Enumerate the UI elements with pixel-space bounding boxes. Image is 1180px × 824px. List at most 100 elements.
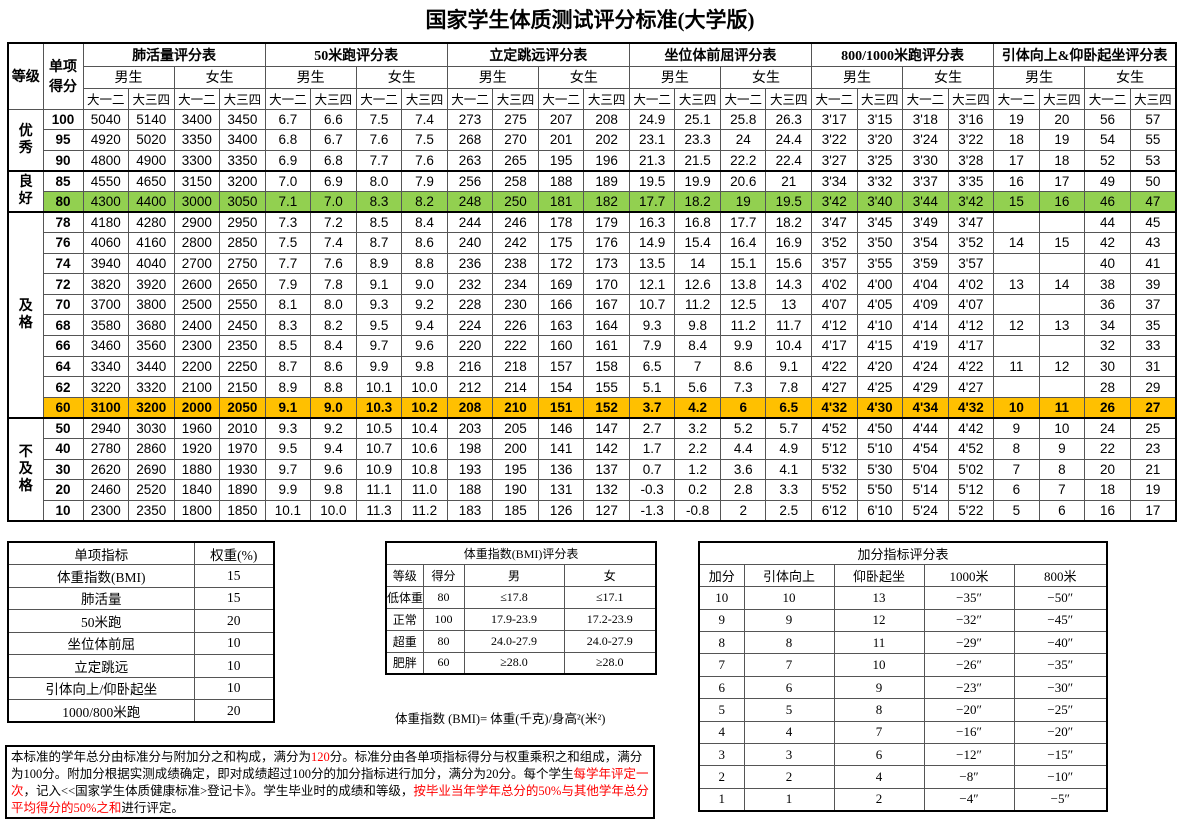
value-cell: 3'22 xyxy=(811,129,858,151)
value-cell: 4900 xyxy=(128,149,175,172)
bonus-cell: −25″ xyxy=(1013,698,1108,722)
table-row: 低体重 80 ≤17.8 ≤17.1 xyxy=(385,585,657,609)
bmi-formula: 体重指数 (BMI)= 体重(千克)/身高²(米²) xyxy=(395,712,606,726)
value-cell: 24.4 xyxy=(765,129,812,151)
value-cell: 5'52 xyxy=(811,479,858,501)
table-row: 正常 100 17.9-23.9 17.2-23.9 xyxy=(385,607,657,631)
value-cell: 4'25 xyxy=(856,376,904,398)
bonus-cell: −29″ xyxy=(923,631,1015,655)
value-cell: 214 xyxy=(492,376,539,398)
bonus-cell: 3 xyxy=(743,743,835,767)
value-cell: 131 xyxy=(537,479,585,501)
table-row: 良好 85 4550 4650 3150 3200 7.0 6.9 8.0 7.9 256 258 18… xyxy=(7,169,1177,213)
value-cell: 25.1 xyxy=(674,108,721,131)
grade-label: 不及格 xyxy=(18,444,33,494)
value-cell: 9 xyxy=(1038,438,1086,460)
bmi-cell: 正常 xyxy=(385,607,424,631)
value-cell: 185 xyxy=(492,499,539,522)
value-cell: 3'47 xyxy=(811,210,858,234)
value-cell: 4180 xyxy=(82,210,130,234)
value-cell: 7.5 xyxy=(401,129,448,151)
sex-header: 男生 xyxy=(264,65,357,89)
value-cell: 4'00 xyxy=(856,273,904,295)
bonus-cell: 11 xyxy=(833,631,925,655)
table-row: 95 4920 5020 3350 3400 6.8 6.7 7.6 7.5 268 270 201 2… xyxy=(8,129,1177,151)
bonus-header-row: 加分 引体向上 仰卧起坐 1000米 800米 xyxy=(698,563,1108,588)
value-cell: 3.2 xyxy=(674,416,721,439)
value-cell: 1.7 xyxy=(628,438,676,460)
table-row: 60 3100 3200 2000 2050 9.1 9.0 10.3 10.2 208 210 15… xyxy=(8,396,1177,419)
value-cell: 14 xyxy=(674,252,721,275)
value-cell: 205 xyxy=(492,416,539,439)
year-header: 大三四 xyxy=(310,87,357,110)
bmi-cell: 24.0-27.9 xyxy=(563,629,657,653)
value-cell: 4'10 xyxy=(856,314,904,337)
value-cell: 9.7 xyxy=(264,458,312,481)
value-cell: 16.9 xyxy=(765,232,812,254)
value-cell: 2.7 xyxy=(628,416,676,439)
bonus-cell: 10 xyxy=(698,586,745,610)
bmi-cell: 超重 xyxy=(385,629,424,653)
value-cell: 6.9 xyxy=(264,149,312,172)
value-cell: 2750 xyxy=(219,252,266,275)
note-text: 分。标准分由各单项指标得分与权重乘积之和组成，满分为100分。附加分根据实测成绩… xyxy=(11,750,643,781)
value-cell: 18 xyxy=(1038,149,1086,172)
value-cell: 3'54 xyxy=(902,232,949,254)
value-cell: 164 xyxy=(583,314,630,337)
value-cell: 7.1 xyxy=(264,190,312,213)
bonus-cell: 12 xyxy=(833,608,925,633)
value-cell: 28 xyxy=(1084,376,1131,398)
value-cell: 56 xyxy=(1084,108,1131,131)
value-cell: 16 xyxy=(993,169,1040,192)
bonus-cell: 2 xyxy=(743,765,835,789)
value-cell: 2050 xyxy=(219,396,266,419)
value-cell: 4'30 xyxy=(856,396,904,419)
value-cell: 1920 xyxy=(173,438,221,460)
value-cell: 4'29 xyxy=(902,376,949,398)
value-cell: 141 xyxy=(537,438,585,460)
value-cell: 2460 xyxy=(82,479,130,501)
score-cell: 62 xyxy=(42,376,84,398)
weight-value: 10 xyxy=(193,654,275,678)
score-cell: 10 xyxy=(42,499,84,522)
test-group-header: 坐位体前屈评分表 xyxy=(628,42,813,67)
value-cell: 9.1 xyxy=(765,355,812,378)
indicator-name: 坐位体前屈 xyxy=(7,631,195,655)
value-cell: 2.8 xyxy=(719,479,767,501)
value-cell: 2600 xyxy=(173,273,221,295)
score-cell: 100 xyxy=(42,108,84,131)
value-cell: 234 xyxy=(492,273,539,295)
value-cell: 17 xyxy=(993,149,1040,172)
bonus-cell: 2 xyxy=(833,787,925,812)
value-cell: 4'17 xyxy=(947,335,995,357)
bonus-cell: 6 xyxy=(698,675,745,700)
score-cell: 74 xyxy=(42,252,84,275)
table-row: 62 3220 3320 2100 2150 8.9 8.8 10.1 10.0 212 214 15… xyxy=(8,376,1177,398)
value-cell: 10.7 xyxy=(628,293,676,316)
value-cell: 155 xyxy=(583,376,630,398)
year-header: 大三四 xyxy=(1129,87,1177,110)
bmi-cell: 17.2-23.9 xyxy=(563,607,657,631)
bonus-cell: 7 xyxy=(743,653,835,677)
value-cell: 5'22 xyxy=(947,499,995,522)
value-cell: 263 xyxy=(446,149,494,172)
value-cell: 4800 xyxy=(82,149,130,172)
value-cell: 16 xyxy=(1038,190,1086,213)
value-cell: 3'47 xyxy=(947,210,995,234)
value-cell: 8.3 xyxy=(355,190,403,213)
value-cell: 4'02 xyxy=(811,273,858,295)
value-cell: 198 xyxy=(446,438,494,460)
bonus-cell: 6 xyxy=(743,675,835,700)
value-cell: 19 xyxy=(993,108,1040,131)
value-cell: 8.5 xyxy=(355,210,403,234)
table-row: 30 2620 2690 1880 1930 9.7 9.6 10.9 10.8 193 195 13… xyxy=(8,458,1177,481)
value-cell: 49 xyxy=(1084,169,1131,192)
column-header: 仰卧起坐 xyxy=(833,563,925,588)
value-cell: 6.7 xyxy=(310,129,357,151)
value-cell: 3700 xyxy=(82,293,130,316)
bonus-cell: 4 xyxy=(833,765,925,789)
value-cell: 173 xyxy=(583,252,630,275)
value-cell: 4'42 xyxy=(947,416,995,439)
grade-header: 等级 xyxy=(7,42,44,110)
test-group-header: 50米跑评分表 xyxy=(264,42,448,67)
